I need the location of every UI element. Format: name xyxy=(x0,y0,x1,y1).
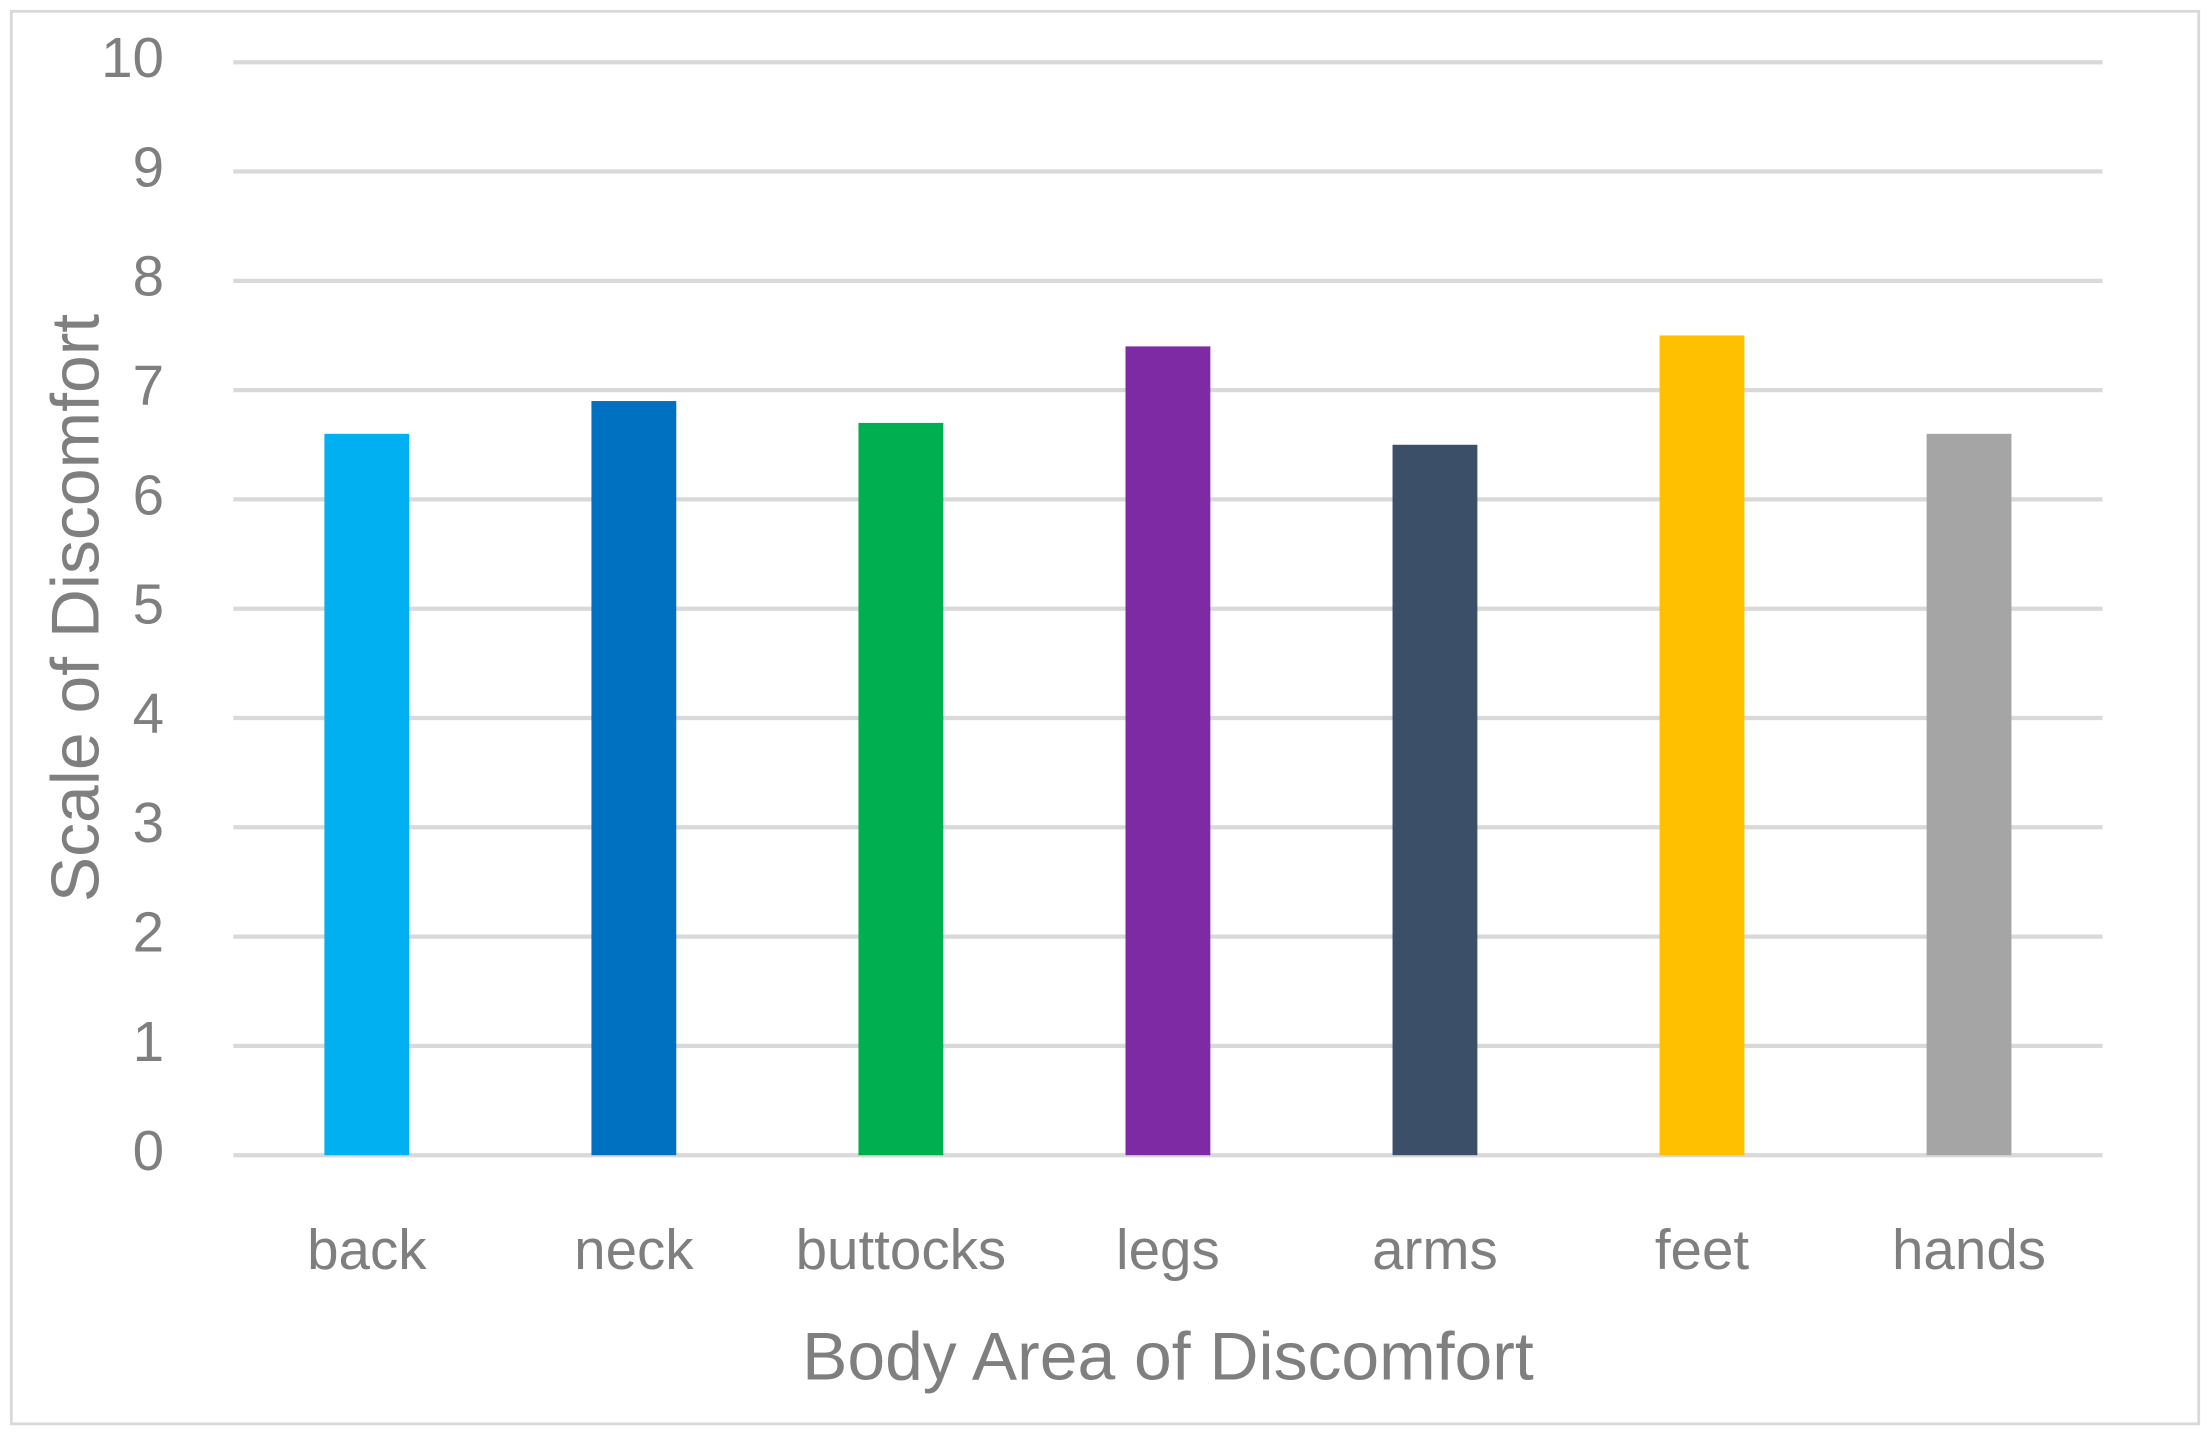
x-tick-label: arms xyxy=(1372,1218,1498,1281)
x-tick-label: back xyxy=(307,1218,427,1281)
bar xyxy=(858,422,944,1156)
bar xyxy=(1125,346,1211,1156)
x-axis-title: Body Area of Discomfort xyxy=(802,1320,1534,1395)
x-tick-label: feet xyxy=(1655,1218,1750,1281)
y-tick-label: 8 xyxy=(133,245,164,308)
bar xyxy=(1659,335,1745,1156)
bar xyxy=(591,401,677,1156)
bar xyxy=(324,433,410,1156)
bar xyxy=(1926,433,2012,1156)
y-tick-label: 5 xyxy=(133,573,164,636)
y-tick-label: 2 xyxy=(133,901,164,964)
bar xyxy=(1392,444,1478,1156)
x-tick-label: hands xyxy=(1892,1218,2046,1281)
y-tick-label: 6 xyxy=(133,463,164,526)
y-tick-label: 3 xyxy=(133,791,164,854)
x-tick-label: buttocks xyxy=(796,1218,1007,1281)
y-tick-label: 4 xyxy=(133,682,164,745)
y-tick-label: 10 xyxy=(101,26,164,89)
y-axis-title: Scale of Discomfort xyxy=(39,314,114,902)
y-tick-label: 1 xyxy=(133,1010,164,1073)
x-tick-label: legs xyxy=(1116,1218,1220,1281)
x-tick-label: neck xyxy=(574,1218,694,1281)
y-tick-label: 0 xyxy=(133,1119,164,1182)
y-tick-label: 7 xyxy=(133,354,164,417)
y-tick-label: 9 xyxy=(133,135,164,198)
